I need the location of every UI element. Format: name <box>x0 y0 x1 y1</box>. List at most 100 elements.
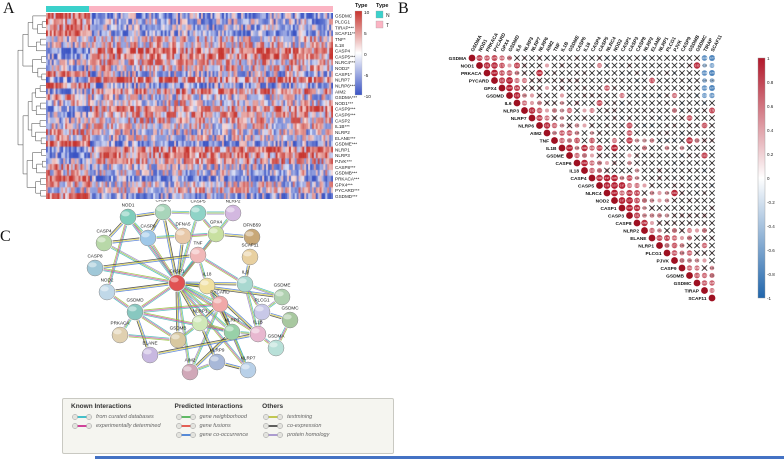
gene-label: CASP8*** <box>335 165 356 170</box>
corr-cell <box>664 243 670 248</box>
network-edge <box>191 235 208 237</box>
corr-cell <box>544 108 550 113</box>
corr-row-label: CASP8 <box>616 221 632 227</box>
network-edge <box>200 263 205 278</box>
network-edge <box>109 223 123 237</box>
network-edge <box>234 340 244 363</box>
corr-value: 0.91 <box>672 193 677 195</box>
corr-diag-cell <box>693 279 701 287</box>
network-node <box>236 275 254 293</box>
corr-cell <box>566 107 573 114</box>
corr-value: 0.55 <box>590 110 595 112</box>
legend-item: experimentally determined <box>71 422 161 430</box>
legend-item: from curated databases <box>71 413 161 421</box>
network-edge <box>224 235 244 238</box>
legend-item: gene fusions <box>175 422 249 430</box>
corr-diag-cell <box>483 69 491 77</box>
gene-label: IL18 <box>335 43 344 48</box>
gene-label: GSDMD*** <box>335 194 358 199</box>
corr-value: 0.66 <box>560 140 565 142</box>
corr-value: 0.90 <box>597 178 602 180</box>
corr-diag-cell <box>588 174 596 182</box>
corr-value: 0.88 <box>642 223 647 225</box>
corr-diag-cell <box>641 227 648 234</box>
network-edge <box>156 237 175 239</box>
corr-value: 0.67 <box>702 283 707 285</box>
scale-tick: 5 <box>364 31 367 37</box>
corr-cell <box>694 228 700 233</box>
node-highlight <box>209 228 218 234</box>
corr-row-label: NLRP3 <box>503 108 519 114</box>
corr-row-label: SCAF11 <box>688 296 706 302</box>
corr-row-label: ELANE <box>630 236 647 242</box>
corr-cell <box>574 123 580 128</box>
network-edge <box>279 327 287 341</box>
corr-diag-cell <box>618 204 626 212</box>
corr-cell <box>627 153 632 158</box>
network-node-label: CASP6 <box>155 200 171 203</box>
network-edge <box>133 223 142 233</box>
corr-cell <box>536 114 543 122</box>
network-edge <box>253 285 275 294</box>
edge-glyph-icon <box>175 414 196 420</box>
network-node-label: GSDMC <box>281 306 299 311</box>
network-edge <box>205 309 214 317</box>
corr-value: 0.60 <box>672 95 677 97</box>
corr-cell <box>679 250 685 256</box>
network-edge <box>136 213 155 218</box>
corr-cell <box>701 280 708 286</box>
corr-value: 0.65 <box>552 125 557 127</box>
network-edge <box>240 331 250 333</box>
corr-value: 0.69 <box>567 133 572 135</box>
network-edge <box>142 287 170 308</box>
corr-col-label: IL18 <box>582 41 592 53</box>
scale-tick: 0 <box>364 52 367 58</box>
corr-value: 0.78 <box>597 148 602 150</box>
corr-cell <box>551 122 558 129</box>
network-edge <box>113 297 128 309</box>
network-node <box>249 325 267 343</box>
corr-value: 0.39 <box>665 193 670 195</box>
corr-diag-cell <box>528 114 536 122</box>
corr-cell <box>619 92 625 99</box>
expression-heatmap <box>46 13 333 199</box>
corr-row-label: PJVK <box>656 258 669 264</box>
network-edge <box>182 289 225 328</box>
corr-cell <box>528 107 536 114</box>
corr-cell <box>657 228 662 233</box>
corr-cell <box>559 137 565 144</box>
corr-cell <box>701 85 708 91</box>
network-edge <box>196 337 226 367</box>
gene-label: NLRP2 <box>335 130 350 135</box>
corr-value: 0.58 <box>545 118 550 120</box>
corr-value: 0.40 <box>635 140 640 142</box>
corr-cell <box>476 54 483 62</box>
corr-value: -0.58 <box>702 95 708 97</box>
network-edge <box>137 320 148 347</box>
corr-value: 0.47 <box>537 103 542 105</box>
corr-value: 0.41 <box>560 118 565 120</box>
network-edge <box>192 311 216 364</box>
gene-label: GSDMA*** <box>335 95 357 100</box>
corr-cell <box>521 100 528 106</box>
network-edge <box>185 285 213 300</box>
gene-label: NOD2* <box>335 66 350 71</box>
corr-cell <box>634 138 640 143</box>
scale-tick: -10 <box>364 94 371 100</box>
node-highlight <box>191 207 200 213</box>
network-edge <box>264 339 270 343</box>
corr-scale-tick: -0.4 <box>767 224 775 229</box>
network-edge <box>165 220 177 275</box>
corr-value: 0.63 <box>672 238 677 240</box>
corr-cell <box>709 85 715 91</box>
network-edge <box>249 291 258 305</box>
corr-cell <box>536 69 543 77</box>
network-edge <box>110 223 124 238</box>
network-edge <box>134 222 143 232</box>
network-edge <box>103 270 169 283</box>
corr-cell <box>596 100 603 106</box>
corr-value: 0.49 <box>515 73 520 75</box>
corr-cell <box>597 160 602 166</box>
corr-row-label: NLRC4 <box>586 191 602 197</box>
corr-cell <box>626 182 633 189</box>
